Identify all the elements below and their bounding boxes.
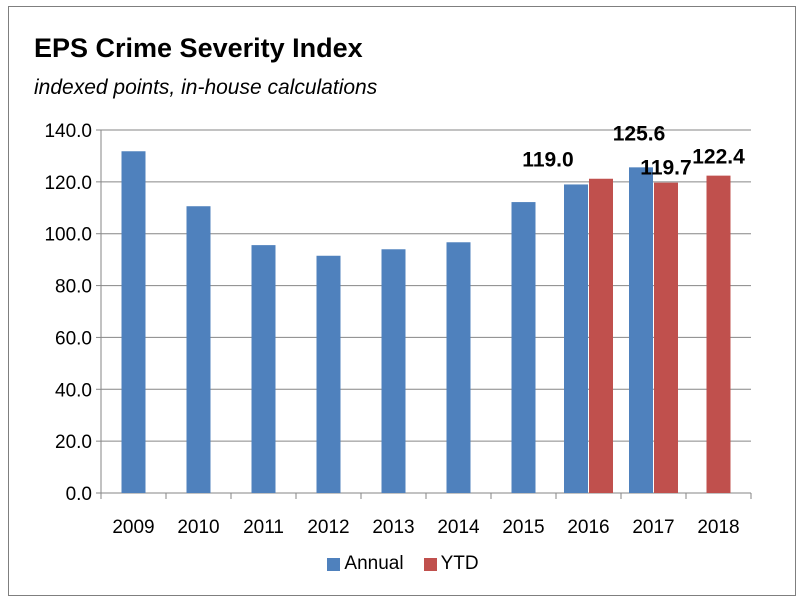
y-tick-label: 100.0 [44,225,92,246]
bar-ytd-2017 [654,182,678,493]
x-tick-label: 2010 [177,517,219,538]
x-tick-label: 2015 [502,517,544,538]
x-tick-label: 2013 [372,517,414,538]
bar-annual-2012 [316,255,341,493]
bar-annual-2009 [121,151,146,494]
y-tick-label: 40.0 [55,380,92,401]
legend: Annual YTD [0,553,806,575]
x-tick-label: 2012 [307,517,349,538]
y-tick-label: 120.0 [44,173,92,194]
bar-annual-2016 [564,184,588,493]
y-tick-label: 140.0 [44,121,92,142]
legend-item-ytd: YTD [423,553,479,575]
x-tick-label: 2011 [243,517,284,538]
bar-ytd-2018 [706,175,731,494]
legend-swatch-annual [327,557,341,571]
x-tick-label: 2014 [437,517,480,538]
y-tick-label: 0.0 [66,484,92,505]
bar-annual-2015 [511,202,536,493]
y-tick-label: 60.0 [55,328,92,349]
bar-annual-2010 [186,206,211,494]
x-tick-label: 2016 [567,517,609,538]
legend-label-ytd: YTD [440,553,479,574]
bar-annual-2017 [629,167,653,493]
chart-subtitle: indexed points, in-house calculations [34,76,378,99]
legend-swatch-ytd [423,557,437,571]
bar-annual-2014 [446,242,471,493]
data-label: 122.4 [692,146,745,169]
y-tick-label: 20.0 [55,432,92,453]
bar-annual-2013 [381,249,406,493]
chart-title: EPS Crime Severity Index [34,33,363,63]
legend-label-annual: Annual [344,553,404,574]
x-tick-label: 2017 [632,517,674,538]
x-tick-label: 2009 [112,517,154,538]
data-label: 125.6 [613,122,666,145]
bar-annual-2011 [251,245,276,493]
y-tick-label: 80.0 [55,277,92,298]
data-label: 119.7 [640,157,691,180]
bar-ytd-2016 [589,178,613,493]
x-tick-label: 2018 [697,517,739,538]
data-label: 119.0 [522,148,573,171]
legend-item-annual: Annual [327,553,404,575]
